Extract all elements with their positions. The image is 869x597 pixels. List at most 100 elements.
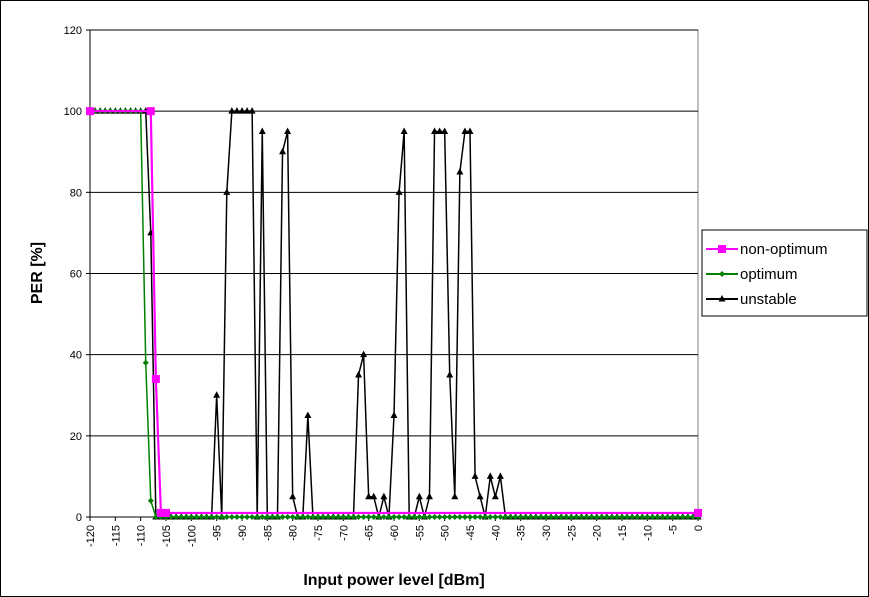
data-point — [431, 514, 438, 520]
data-point — [588, 514, 595, 520]
data-point — [370, 514, 377, 520]
data-point — [532, 514, 539, 520]
data-point — [299, 514, 306, 520]
x-tick-label: -25 — [566, 525, 578, 541]
data-point — [203, 514, 210, 520]
data-point — [258, 127, 266, 134]
data-point — [325, 514, 332, 520]
data-point — [375, 514, 382, 520]
x-tick-label: -110 — [136, 525, 148, 546]
data-point — [415, 492, 423, 500]
data-point — [360, 350, 368, 358]
data-point — [238, 107, 246, 114]
data-point — [441, 127, 449, 134]
data-point — [461, 514, 468, 520]
data-point — [264, 514, 271, 520]
legend-item-optimum: optimum — [706, 266, 798, 283]
data-point — [456, 514, 463, 520]
data-point — [613, 514, 620, 520]
data-point — [669, 514, 676, 520]
data-point — [248, 107, 256, 114]
legend-label: unstable — [740, 291, 797, 308]
x-tick-labels: -120 -115 -110 -105 -100 -95 -90 -85 -80 -75 -70 -6… — [85, 517, 705, 547]
data-point — [466, 127, 474, 134]
x-tick-label: -50 — [440, 525, 452, 541]
x-tick-label: -35 — [516, 525, 528, 541]
y-tick-label: 80 — [70, 187, 82, 199]
data-point — [320, 514, 327, 520]
data-point — [718, 295, 726, 302]
data-point — [624, 514, 631, 520]
data-point — [421, 514, 428, 520]
data-point — [649, 514, 656, 520]
data-point — [390, 411, 398, 419]
data-point — [233, 514, 240, 520]
data-point — [719, 271, 725, 277]
data-point — [543, 514, 549, 520]
x-tick-label: -80 — [288, 525, 300, 541]
data-point — [471, 472, 479, 479]
data-point — [436, 127, 444, 134]
data-point — [147, 497, 154, 504]
x-tick-label: -60 — [389, 525, 401, 541]
data-point — [243, 107, 251, 114]
data-point — [619, 514, 625, 520]
data-point — [491, 492, 499, 500]
data-point — [156, 508, 165, 517]
legend-label: optimum — [740, 266, 798, 283]
data-point — [477, 514, 484, 520]
data-point — [426, 514, 433, 520]
y-tick-labels: 0 20 40 60 80 100 120 — [64, 25, 90, 524]
data-point — [213, 514, 220, 520]
data-point — [679, 514, 686, 520]
data-point — [269, 514, 276, 520]
x-tick-label: -20 — [592, 525, 604, 541]
data-point — [497, 514, 504, 520]
data-point — [304, 514, 311, 520]
data-point — [146, 107, 155, 116]
data-point — [416, 514, 423, 520]
data-point — [395, 188, 403, 195]
data-point — [476, 492, 484, 500]
x-tick-label: -95 — [212, 525, 224, 541]
data-point — [603, 514, 610, 520]
x-tick-label: -5 — [668, 525, 680, 535]
data-point — [486, 472, 494, 479]
data-point — [249, 514, 256, 520]
data-point — [345, 514, 352, 520]
data-point — [406, 514, 413, 520]
data-point — [492, 514, 499, 520]
data-point — [629, 514, 636, 520]
data-point — [151, 375, 160, 384]
data-point — [396, 514, 403, 520]
y-tick-label: 40 — [70, 350, 82, 362]
data-point — [239, 514, 245, 520]
x-tick-label: -70 — [338, 525, 350, 541]
data-point — [330, 514, 337, 520]
data-point — [659, 514, 666, 520]
legend-label: non-optimum — [740, 241, 828, 258]
y-tick-label: 60 — [70, 269, 82, 281]
data-point — [482, 514, 489, 520]
x-axis-title: Input power level [dBm] — [303, 572, 484, 589]
data-point — [294, 514, 301, 520]
data-point — [162, 508, 170, 517]
data-point — [512, 514, 519, 520]
data-point — [578, 514, 585, 520]
data-point — [223, 188, 231, 195]
data-point — [593, 514, 600, 520]
data-point — [684, 514, 691, 520]
data-point — [279, 147, 287, 155]
data-point — [425, 492, 433, 500]
x-tick-label: -55 — [414, 525, 426, 541]
data-point — [228, 514, 235, 520]
series-line-non-optimum — [90, 110, 698, 515]
data-point — [441, 514, 448, 520]
data-point — [86, 107, 94, 116]
data-point — [436, 514, 443, 520]
data-point — [228, 107, 236, 114]
data-point — [634, 514, 641, 520]
data-point — [446, 514, 453, 520]
data-point — [400, 127, 408, 134]
data-point — [385, 514, 392, 520]
